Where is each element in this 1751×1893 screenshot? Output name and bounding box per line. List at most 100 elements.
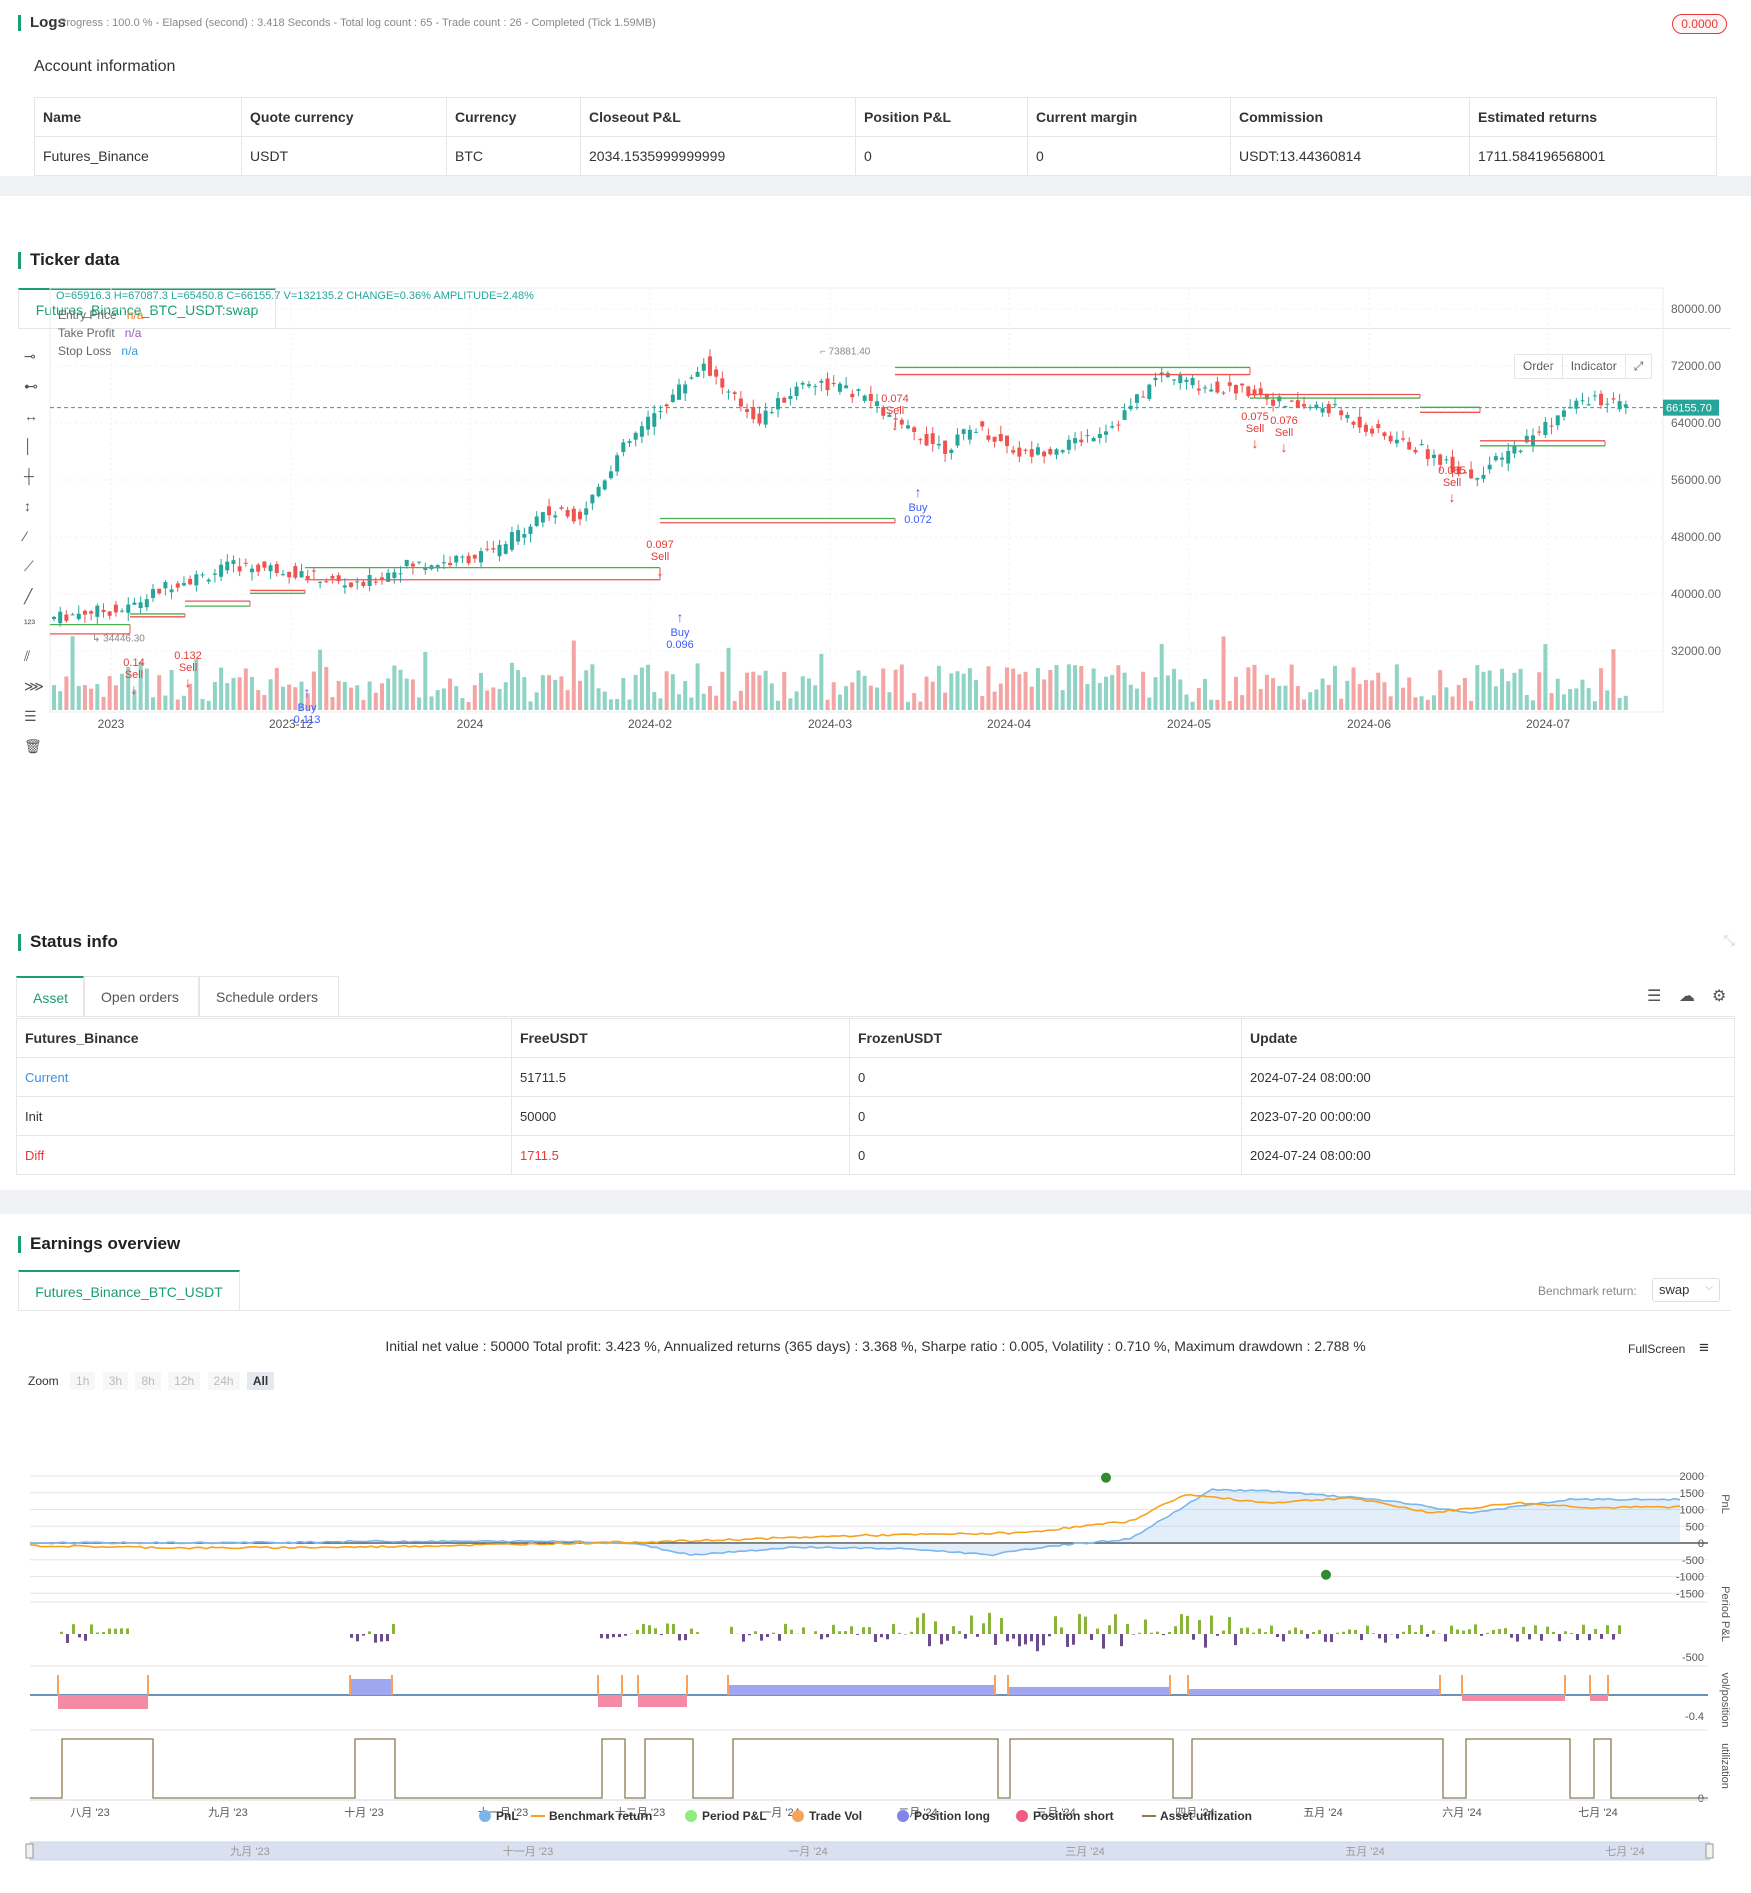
vertical-line-icon[interactable]: │ — [24, 438, 33, 454]
tab-asset[interactable]: Asset — [16, 976, 84, 1016]
ray-line-icon[interactable]: ⟋ — [24, 558, 34, 574]
menu-icon[interactable]: ≡ — [1699, 1338, 1709, 1357]
candle-body — [138, 602, 143, 609]
volume-bar — [1233, 676, 1238, 710]
table-cell: 2024-07-24 08:00:00 — [1241, 1135, 1735, 1175]
candle-body — [1172, 379, 1177, 381]
fullscreen-icon[interactable]: ⤢ — [1633, 359, 1644, 373]
cross-line-icon[interactable]: ┼ — [24, 468, 34, 484]
volume-bar — [522, 677, 527, 710]
volume-bar — [1450, 696, 1455, 710]
candle-body — [961, 429, 966, 435]
volume-bar — [1116, 665, 1121, 710]
collapse-icon[interactable]: ⤡ — [1723, 932, 1735, 948]
period-pnl-bar — [952, 1626, 955, 1634]
volume-bar — [732, 701, 737, 710]
parallel-channel-icon[interactable]: ⫽ — [24, 648, 31, 664]
legend-item: PnL — [479, 1809, 519, 1823]
tab-schedule-orders[interactable]: Schedule orders — [199, 976, 339, 1016]
period-pnl-bar — [624, 1634, 627, 1636]
zoom-3h-button[interactable]: 3h — [102, 1372, 129, 1390]
candle-body — [324, 581, 329, 583]
earnings-chart[interactable]: 2000 1500 1000 500 0 -500 -1000 -1500 -500 -0.4 0 P… — [0, 1214, 1751, 1893]
zoom-all-button[interactable]: All — [246, 1372, 275, 1390]
order-button[interactable]: Order — [1515, 355, 1563, 378]
time-tick-label: 七月 '24 — [1578, 1806, 1617, 1819]
candle-body — [1023, 449, 1028, 451]
horizontal-line-icon[interactable]: ⊸ — [24, 348, 36, 364]
candle-body — [460, 556, 465, 558]
table-row: Current 51711.5 0 2024-07-24 08:00:00 — [16, 1057, 1735, 1097]
zoom-24h-button[interactable]: 24h — [207, 1372, 240, 1390]
tab-open-orders[interactable]: Open orders — [84, 976, 199, 1016]
volume-bar — [1011, 668, 1016, 710]
volume-bar — [225, 683, 230, 710]
period-pnl-bar — [1270, 1625, 1273, 1634]
period-pnl-bar — [1144, 1619, 1147, 1634]
volume-bar — [1524, 695, 1529, 710]
candle-body — [763, 410, 768, 425]
benchmark-select[interactable]: swap ⌵ — [1652, 1278, 1720, 1302]
candle-body — [936, 443, 941, 446]
volume-bar — [683, 680, 688, 710]
volume-bar — [918, 701, 923, 710]
volume-bar — [1413, 697, 1418, 710]
list-icon[interactable]: ☰ — [1647, 988, 1662, 1005]
candle-body — [485, 548, 490, 550]
fibonacci-icon[interactable]: ☰ — [24, 708, 37, 724]
cloud-download-icon[interactable]: ☁ — [1679, 988, 1695, 1005]
zoom-8h-button[interactable]: 8h — [135, 1372, 161, 1390]
volume-bar — [181, 695, 186, 710]
period-pnl-bar — [916, 1617, 919, 1634]
extended-line-icon[interactable]: ╱ — [24, 588, 33, 604]
trend-line-icon[interactable]: ⁄ — [24, 528, 27, 544]
period-pnl-bar — [1414, 1631, 1417, 1634]
volume-bar — [1351, 667, 1356, 710]
volume-bar — [311, 671, 316, 710]
tab-earnings-symbol[interactable]: Futures_Binance_BTC_USDT — [18, 1270, 240, 1310]
period-pnl-bar — [1372, 1633, 1375, 1634]
legend-label: Position long — [914, 1809, 990, 1823]
trash-icon[interactable]: 🗑 — [24, 738, 42, 754]
time-tick-label: 2024 — [457, 717, 484, 731]
volume-bar — [1289, 664, 1294, 710]
volume-bar — [726, 647, 731, 710]
row-label-current[interactable]: Current — [16, 1057, 512, 1097]
fib-channel-icon[interactable]: ⋙ — [24, 678, 44, 694]
period-pnl-bar — [1360, 1634, 1363, 1641]
gear-icon[interactable]: ⚙ — [1712, 988, 1727, 1005]
horizontal-ray-icon[interactable]: ⊷ — [24, 378, 38, 394]
price-range-icon[interactable]: ¹²³ — [24, 618, 35, 630]
period-pnl-bar — [1528, 1634, 1531, 1640]
volume-bar — [361, 700, 366, 710]
candle-body — [590, 494, 595, 504]
trade-kind-label: Buy — [909, 502, 928, 514]
period-pnl-bar — [1378, 1634, 1381, 1639]
volume-bar — [1506, 681, 1511, 710]
price-tick-label: 56000.00 — [1671, 473, 1721, 487]
candle-body — [163, 582, 168, 589]
volume-bar — [1240, 695, 1245, 710]
zoom-12h-button[interactable]: 12h — [168, 1372, 201, 1390]
table-header-row: Futures_Binance FreeUSDT FrozenUSDT Upda… — [16, 1018, 1735, 1058]
price-line-icon[interactable]: ↔ — [24, 408, 38, 424]
candle-body — [194, 574, 199, 586]
zoom-1h-button[interactable]: 1h — [70, 1372, 96, 1390]
period-pnl-bar — [1324, 1634, 1327, 1642]
volume-bar — [1147, 697, 1152, 710]
fullscreen-button[interactable]: FullScreen — [1628, 1342, 1686, 1356]
legend-stop-loss: Stop Loss n/a — [58, 344, 139, 358]
indicator-button[interactable]: Indicator — [1563, 355, 1626, 378]
period-pnl-bar — [1156, 1631, 1159, 1634]
candle-body — [1617, 401, 1622, 410]
volume-bar — [120, 673, 125, 710]
candle-body — [701, 363, 706, 371]
trade-kind-label: Sell — [1443, 477, 1461, 489]
vertical-segment-icon[interactable]: ↕ — [24, 498, 31, 514]
candle-body — [794, 386, 799, 397]
period-pnl-bar — [1150, 1632, 1153, 1634]
period-pnl-bar — [612, 1634, 615, 1638]
volume-bar — [1345, 680, 1350, 710]
volume-bar — [398, 669, 403, 710]
volume-bar — [1165, 675, 1170, 710]
